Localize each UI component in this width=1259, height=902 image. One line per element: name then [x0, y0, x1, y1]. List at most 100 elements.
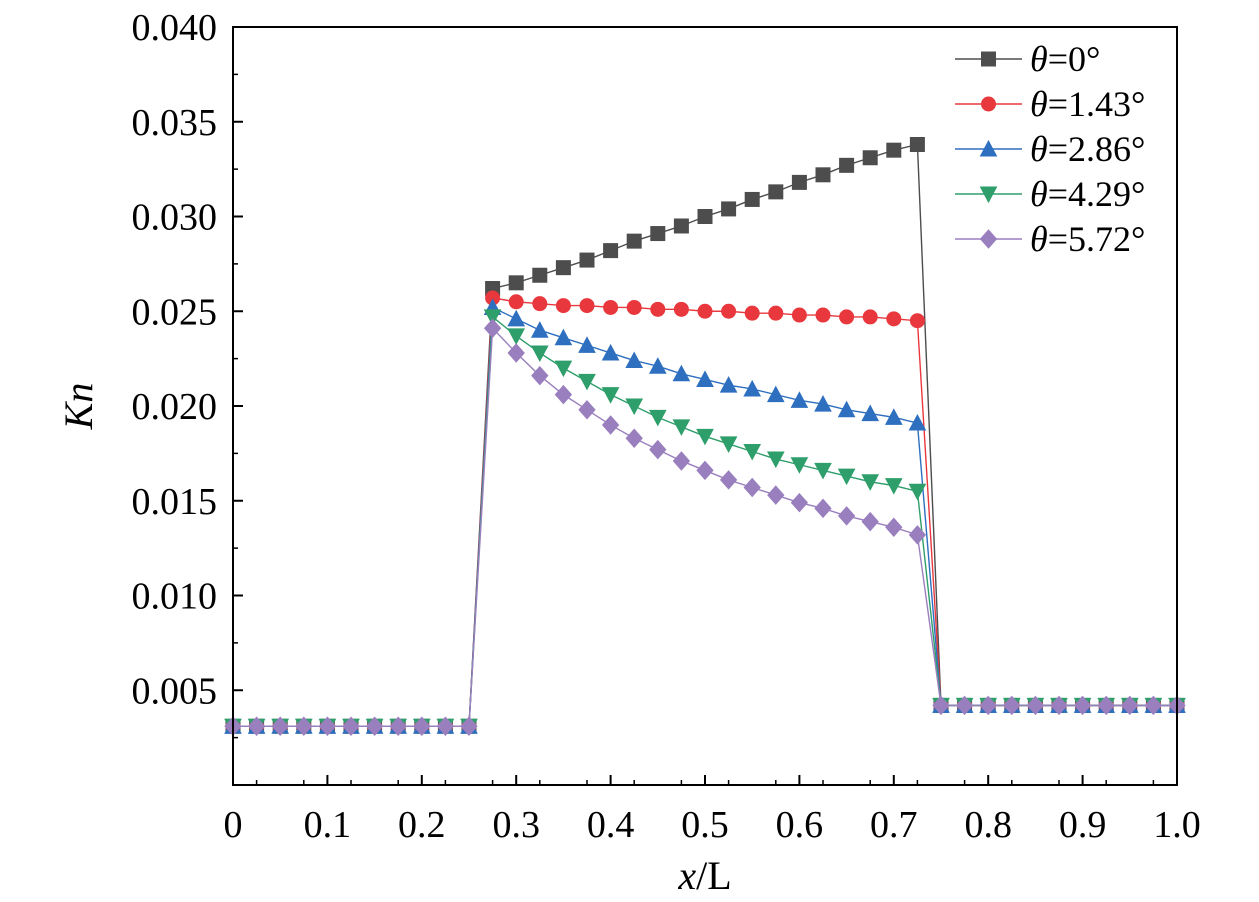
y-tick-label: 0.005	[132, 670, 218, 712]
data-point-triangle-up	[554, 328, 573, 346]
x-axis-title: x/L	[677, 853, 731, 898]
data-point-circle	[673, 301, 689, 317]
data-point-square	[626, 233, 642, 249]
data-point-square	[508, 275, 524, 291]
data-point-diamond	[318, 716, 337, 737]
data-point-circle	[909, 313, 925, 329]
x-tick-label: 0	[224, 804, 243, 846]
data-point-diamond	[696, 460, 714, 481]
legend-symbol: θ	[1030, 174, 1048, 214]
series-line	[233, 326, 1177, 727]
data-point-circle	[508, 294, 524, 310]
series-line	[233, 306, 1177, 727]
data-point-square	[603, 243, 619, 259]
legend-symbol: θ	[1030, 129, 1048, 169]
data-point-diamond	[365, 716, 384, 737]
data-point-square	[909, 136, 925, 152]
x-tick-label: 0.3	[492, 804, 540, 846]
data-point-triangle-down	[861, 474, 880, 491]
data-point-square	[791, 174, 807, 190]
legend-item: θ=5.72°	[955, 219, 1145, 259]
data-point-triangle-up	[530, 321, 549, 338]
data-point-diamond	[436, 716, 455, 737]
data-point-triangle-up	[979, 139, 998, 157]
data-point-triangle-down	[908, 483, 927, 501]
data-point-triangle-up	[884, 408, 903, 425]
data-point-triangle-down	[837, 468, 856, 486]
y-axis-ticks: 0.005 0.010 0.015 0.020 0.025 0.030 0.035 0.040	[132, 7, 243, 739]
data-point-diamond	[247, 716, 266, 737]
data-point-triangle-down	[766, 451, 785, 469]
x-axis-title-rest: /L	[696, 853, 732, 898]
data-point-diamond	[295, 716, 313, 737]
data-point-diamond	[885, 517, 903, 538]
data-point-diamond	[554, 384, 573, 405]
data-point-square	[886, 142, 902, 158]
data-point-triangle-up	[790, 391, 809, 408]
data-point-diamond	[1097, 695, 1115, 716]
data-point-triangle-down	[672, 419, 691, 436]
y-tick-label: 0.030	[132, 197, 218, 239]
data-point-circle	[815, 307, 831, 323]
legend-value: =1.43°	[1048, 84, 1146, 124]
data-point-triangle-down	[578, 373, 596, 391]
x-tick-label: 0.5	[681, 804, 729, 846]
data-point-diamond	[271, 716, 289, 737]
data-point-triangle-down	[979, 186, 998, 204]
data-point-diamond	[861, 511, 879, 532]
data-point-diamond	[908, 525, 927, 545]
data-point-square	[579, 252, 595, 268]
data-point-diamond	[1121, 695, 1139, 716]
data-point-triangle-down	[507, 328, 526, 345]
data-point-square	[744, 191, 760, 207]
data-point-square	[862, 150, 878, 166]
series-2	[224, 298, 1186, 734]
legend-item: θ=0°	[955, 39, 1100, 79]
series-4	[224, 318, 1186, 737]
data-point-triangle-down	[884, 478, 903, 495]
data-point-triangle-down	[696, 428, 714, 446]
data-point-triangle-down	[554, 360, 573, 378]
data-point-triangle-down	[790, 457, 809, 474]
data-point-diamond	[979, 229, 998, 249]
data-point-triangle-up	[578, 336, 596, 353]
data-point-triangle-down	[625, 398, 644, 416]
data-point-square	[815, 167, 831, 183]
data-point-square	[650, 226, 666, 242]
data-point-diamond	[955, 695, 974, 716]
data-point-circle	[768, 305, 784, 321]
legend-value: =2.86°	[1048, 129, 1146, 169]
y-tick-label: 0.035	[132, 102, 218, 144]
data-point-square	[839, 157, 855, 173]
y-tick-label: 0.025	[132, 291, 218, 333]
data-point-circle	[744, 305, 760, 321]
data-point-triangle-up	[625, 351, 644, 369]
data-point-triangle-down	[483, 309, 502, 326]
data-point-diamond	[601, 415, 620, 435]
legend-label: θ=2.86°	[1030, 129, 1145, 169]
data-point-diamond	[1026, 695, 1045, 716]
x-tick-label: 0.1	[304, 804, 352, 846]
data-point-circle	[650, 301, 666, 317]
data-point-diamond	[719, 470, 738, 490]
data-point-square	[981, 51, 996, 67]
data-point-square	[768, 184, 784, 200]
data-point-diamond	[743, 477, 761, 498]
data-point-diamond	[578, 400, 596, 420]
data-point-diamond	[460, 716, 478, 737]
data-point-circle	[886, 311, 902, 327]
legend-value: =5.72°	[1048, 219, 1146, 259]
x-tick-label: 0.9	[1059, 804, 1107, 846]
data-point-circle	[721, 303, 737, 319]
data-point-circle	[697, 303, 713, 319]
data-point-triangle-down	[601, 387, 620, 404]
data-point-triangle-down	[814, 462, 832, 480]
x-tick-label: 0.8	[964, 804, 1012, 846]
data-point-diamond	[342, 716, 360, 737]
x-tick-label: 1.0	[1153, 804, 1201, 846]
data-point-diamond	[389, 716, 407, 737]
legend-symbol: θ	[1030, 219, 1048, 259]
data-point-triangle-up	[837, 400, 856, 418]
series-layer	[224, 136, 1186, 737]
